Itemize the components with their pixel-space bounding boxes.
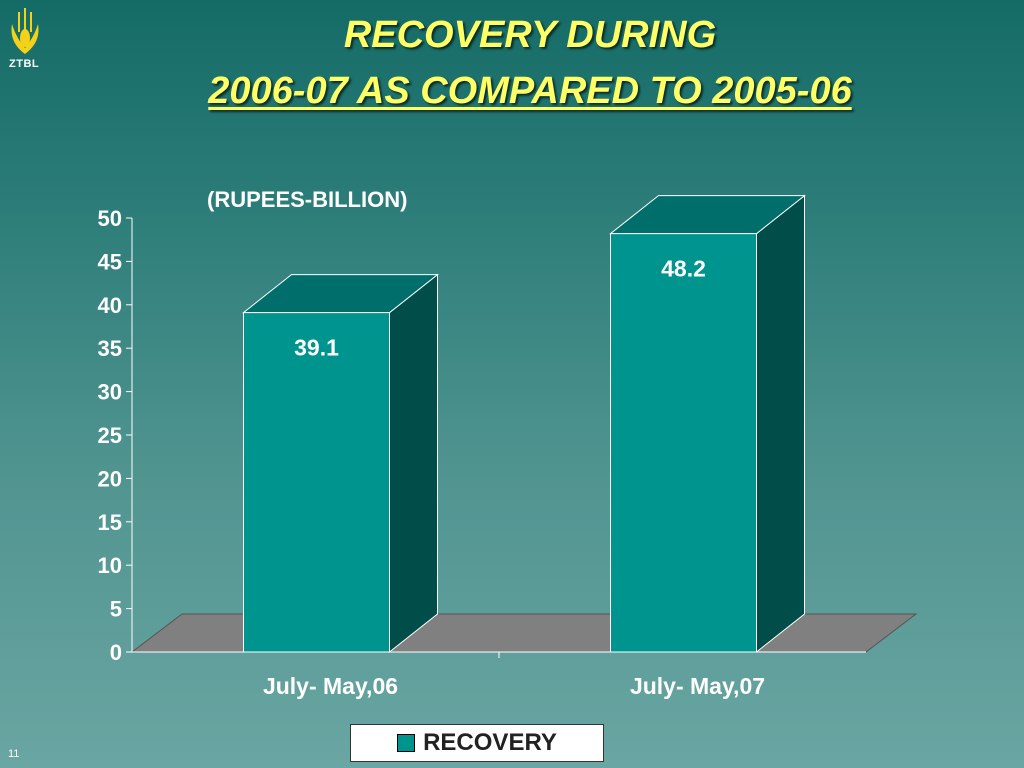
unit-label: (RUPEES-BILLION) — [207, 187, 408, 212]
y-tick-label: 5 — [110, 597, 122, 622]
slide-title-line-2: 2006-07 AS COMPARED TO 2005-06 — [208, 70, 852, 112]
slide-number: 11 — [8, 748, 20, 760]
y-tick-label: 15 — [98, 510, 122, 535]
y-tick-label: 20 — [98, 466, 122, 491]
y-tick-label: 25 — [98, 423, 122, 448]
y-tick-label: 40 — [98, 293, 122, 318]
bar-data-label: 39.1 — [294, 335, 339, 361]
bar-front-face — [610, 233, 757, 653]
y-tick-label: 45 — [98, 249, 122, 274]
legend-label: RECOVERY — [423, 729, 557, 756]
bar-front-face — [243, 312, 390, 653]
logo-text: ZTBL — [9, 58, 40, 70]
bar: 48.2 — [609, 194, 806, 654]
bar-side-face — [756, 194, 805, 654]
legend-swatch — [397, 734, 416, 752]
slide-title-line-1: RECOVERY DURING — [343, 14, 717, 56]
x-tick-label: July- May,06 — [263, 673, 398, 699]
ztbl-logo-icon — [4, 2, 46, 74]
y-tick-label: 35 — [98, 336, 122, 361]
bar-data-label: 48.2 — [661, 256, 706, 282]
bar-side-face — [389, 273, 438, 654]
bar: 39.1 — [242, 273, 439, 654]
chart-legend: RECOVERY — [350, 724, 604, 762]
y-tick-label: 10 — [98, 553, 122, 578]
x-tick-label: July- May,07 — [630, 673, 765, 699]
y-tick-label: 50 — [98, 206, 122, 231]
y-tick-label: 0 — [110, 640, 122, 665]
y-tick-label: 30 — [98, 380, 122, 405]
